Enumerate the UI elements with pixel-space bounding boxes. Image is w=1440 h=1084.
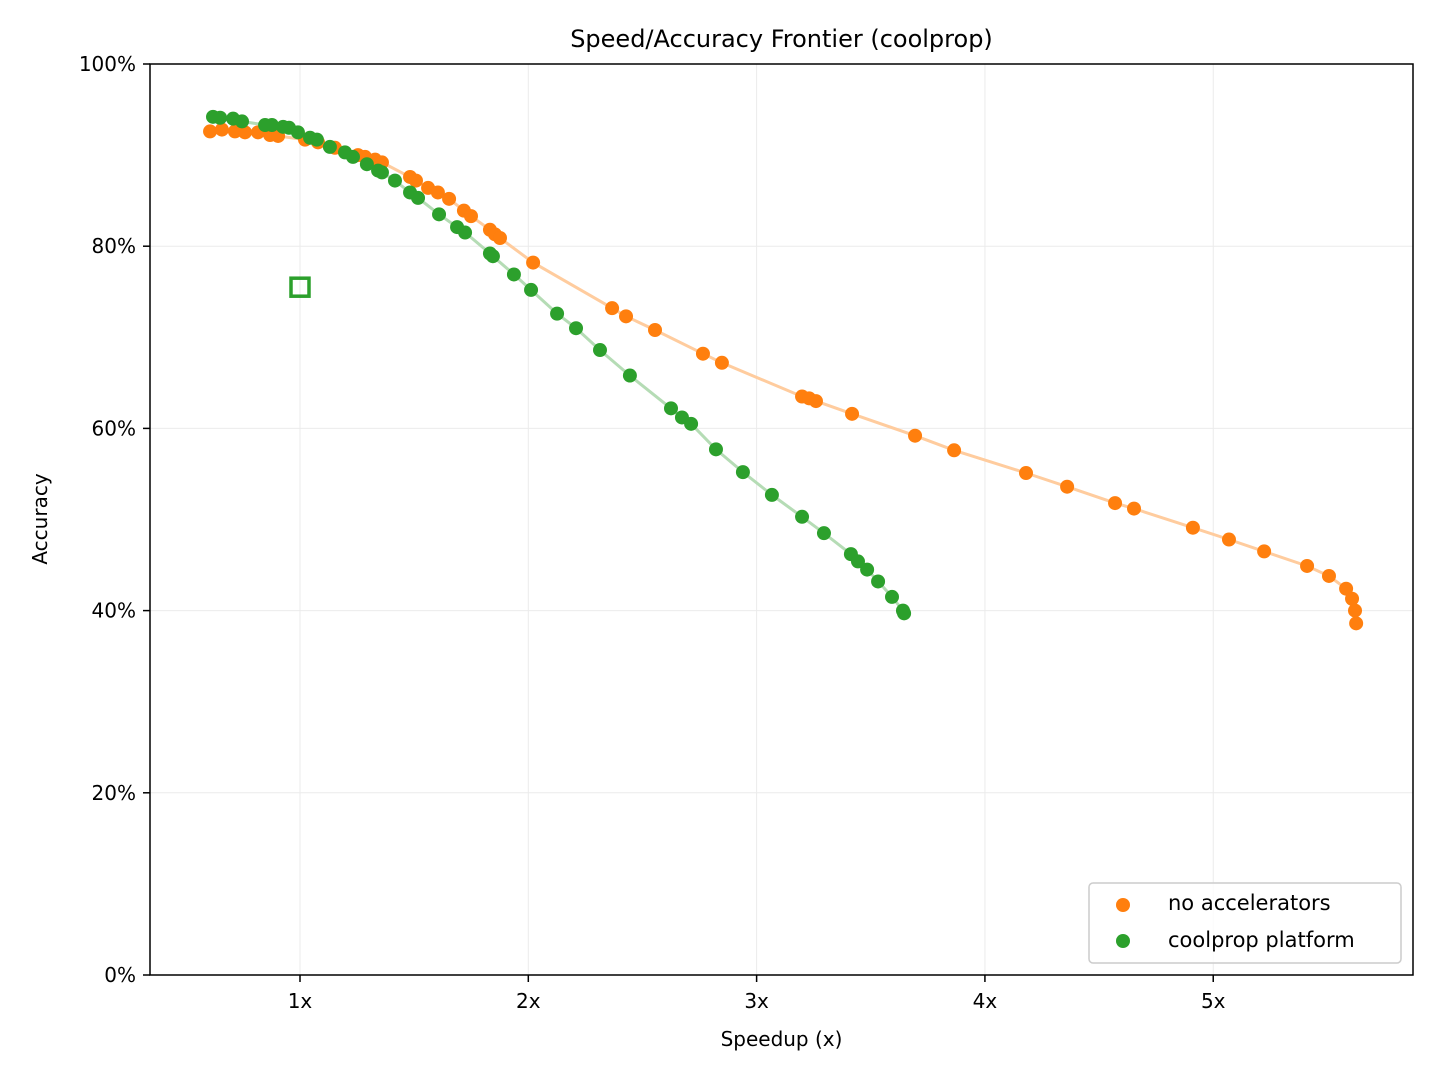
x-tick-label: 2x: [516, 989, 541, 1013]
data-point-coolprop-platform: [432, 207, 447, 222]
data-point-no-accelerators: [1321, 568, 1336, 583]
data-point-coolprop-platform: [345, 149, 360, 164]
data-point-coolprop-platform: [290, 125, 305, 140]
data-point-coolprop-platform: [795, 509, 810, 524]
data-point-coolprop-platform: [550, 306, 565, 321]
data-point-coolprop-platform: [213, 110, 228, 125]
legend-marker-no-accelerators: [1116, 898, 1130, 912]
y-tick-label: 60%: [92, 416, 136, 440]
data-point-coolprop-platform: [622, 368, 637, 383]
data-point-no-accelerators: [908, 428, 923, 443]
x-axis-label: Speedup (x): [721, 1027, 843, 1051]
data-point-no-accelerators: [464, 209, 479, 224]
data-point-coolprop-platform: [506, 267, 521, 282]
data-point-no-accelerators: [237, 125, 252, 140]
data-point-no-accelerators: [1127, 501, 1142, 516]
data-point-coolprop-platform: [885, 589, 900, 604]
data-point-no-accelerators: [619, 309, 634, 324]
ticks: 1x 2x 3x 4x 5x 0% 20% 40% 60% 80% 100%: [79, 52, 1226, 1013]
data-point-coolprop-platform: [264, 118, 279, 133]
baseline-marker: [289, 276, 311, 298]
series-line-no-accelerators: [209, 128, 1358, 624]
data-point-coolprop-platform: [592, 343, 607, 358]
x-tick-label: 1x: [288, 989, 313, 1013]
grid: [150, 63, 1413, 976]
data-point-no-accelerators: [605, 301, 620, 316]
data-point-no-accelerators: [695, 346, 710, 361]
data-point-coolprop-platform: [816, 526, 831, 541]
x-tick-label: 4x: [973, 989, 998, 1013]
data-point-coolprop-platform: [764, 487, 779, 502]
y-tick-label: 20%: [92, 781, 136, 805]
baseline-square: [289, 276, 311, 298]
data-point-no-accelerators: [845, 406, 860, 421]
data-point-coolprop-platform: [708, 442, 723, 457]
legend-label-coolprop-platform: coolprop platform: [1168, 928, 1355, 952]
data-point-no-accelerators: [526, 255, 541, 270]
y-axis-label: Accuracy: [28, 473, 52, 564]
data-point-no-accelerators: [1257, 544, 1272, 559]
data-point-coolprop-platform: [871, 574, 886, 589]
x-tick-label: 3x: [744, 989, 769, 1013]
series-line-coolprop-platform: [212, 115, 906, 614]
data-point-coolprop-platform: [860, 562, 875, 577]
data-point-no-accelerators: [1300, 558, 1315, 573]
data-point-no-accelerators: [1345, 591, 1360, 606]
legend-box: [1088, 882, 1402, 964]
data-point-coolprop-platform: [524, 282, 539, 297]
data-point-no-accelerators: [808, 394, 823, 409]
chart-title: Speed/Accuracy Frontier (coolprop): [570, 25, 993, 53]
data-point-coolprop-platform: [411, 190, 426, 205]
data-point-coolprop-platform: [850, 554, 865, 569]
x-tick-label: 5x: [1201, 989, 1226, 1013]
y-tick-label: 80%: [92, 234, 136, 258]
legend: no accelerators coolprop platform: [1088, 882, 1402, 964]
data-point-coolprop-platform: [322, 139, 337, 154]
data-point-no-accelerators: [1185, 520, 1200, 535]
data-point-no-accelerators: [1060, 479, 1075, 494]
data-point-coolprop-platform: [458, 225, 473, 240]
data-point-no-accelerators: [214, 122, 229, 137]
data-point-no-accelerators: [442, 191, 457, 206]
data-point-coolprop-platform: [235, 114, 250, 129]
data-point-no-accelerators: [1108, 496, 1123, 511]
data-point-coolprop-platform: [663, 401, 678, 416]
data-point-no-accelerators: [430, 185, 445, 200]
series-lines: [209, 115, 1358, 624]
data-point-no-accelerators: [648, 323, 663, 338]
data-point-no-accelerators: [408, 173, 423, 188]
data-point-no-accelerators: [1019, 466, 1034, 481]
y-tick-label: 100%: [79, 52, 136, 76]
legend-label-no-accelerators: no accelerators: [1168, 891, 1331, 915]
plot-frame: [149, 63, 1414, 976]
data-point-no-accelerators: [947, 443, 962, 458]
data-point-coolprop-platform: [485, 249, 500, 264]
y-tick-label: 0%: [104, 963, 136, 987]
data-point-coolprop-platform: [684, 416, 699, 431]
data-point-no-accelerators: [492, 231, 507, 246]
series-points: [203, 109, 1364, 631]
data-point-coolprop-platform: [309, 132, 324, 147]
data-point-no-accelerators: [1348, 603, 1363, 618]
data-point-no-accelerators: [1349, 616, 1364, 631]
legend-marker-coolprop-platform: [1116, 934, 1130, 948]
data-point-coolprop-platform: [569, 321, 584, 336]
y-tick-label: 40%: [92, 599, 136, 623]
data-point-no-accelerators: [227, 124, 242, 139]
data-point-no-accelerators: [203, 124, 218, 139]
data-point-coolprop-platform: [387, 173, 402, 188]
data-point-no-accelerators: [714, 355, 729, 370]
data-point-coolprop-platform: [359, 157, 374, 172]
data-point-coolprop-platform: [735, 465, 750, 480]
data-point-coolprop-platform: [897, 606, 912, 621]
data-point-no-accelerators: [1221, 532, 1236, 547]
data-point-coolprop-platform: [374, 165, 389, 180]
